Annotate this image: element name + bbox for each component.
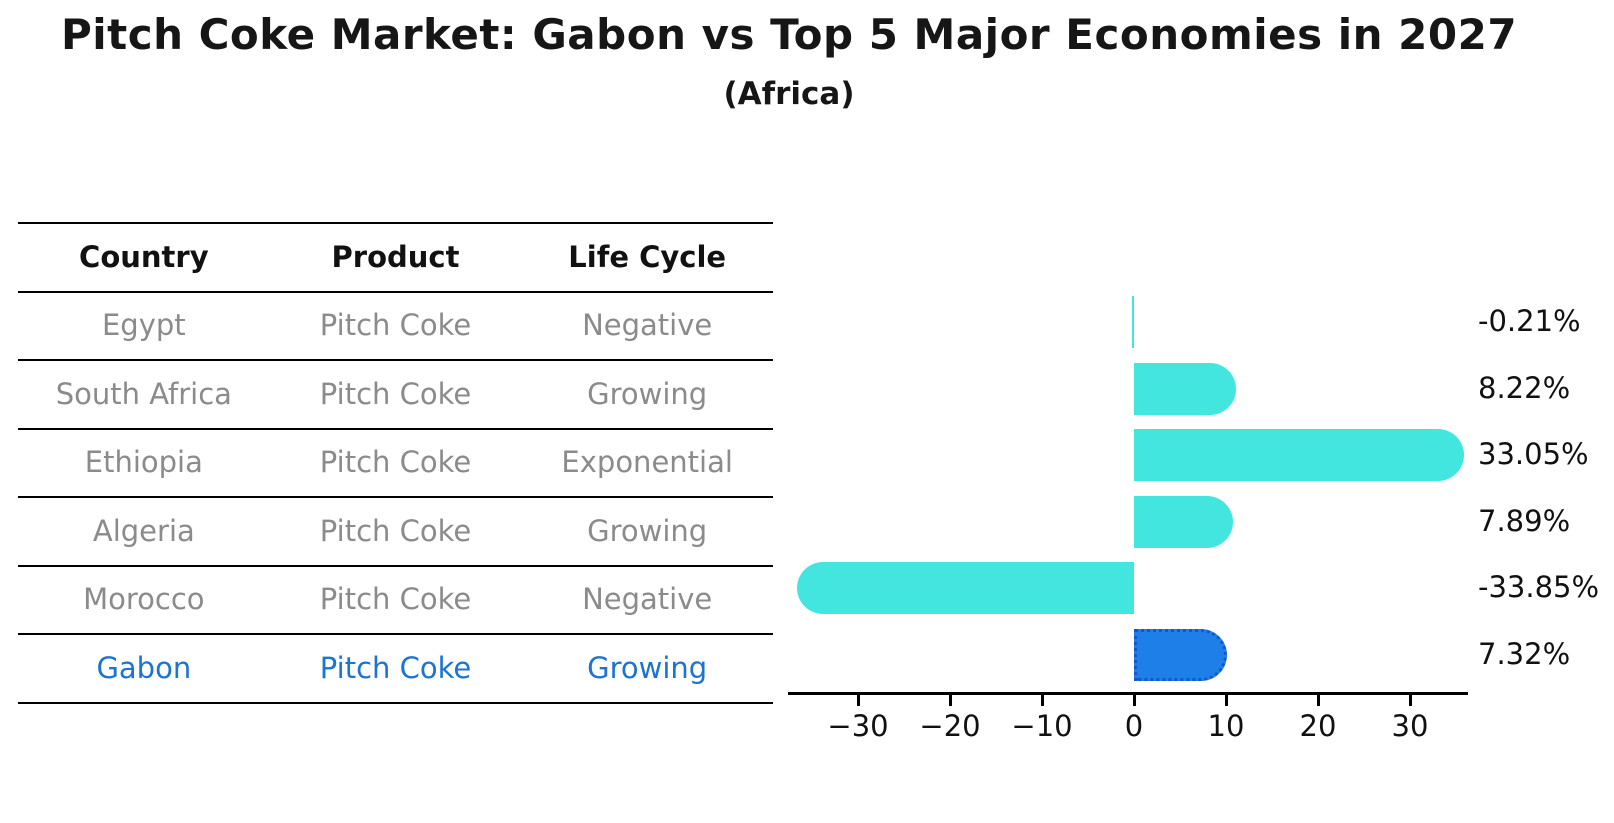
x-axis-tick-label: 20 xyxy=(1299,709,1337,743)
cell-product: Pitch Coke xyxy=(319,445,472,480)
value-label-algeria: 7.89% xyxy=(1478,503,1571,538)
column-header-life-cycle: Life Cycle xyxy=(568,239,727,274)
cell-country: Algeria xyxy=(92,513,195,548)
cell-product: Pitch Coke xyxy=(319,582,472,617)
country-table: Country Product Life Cycle Egypt Pitch C… xyxy=(18,222,773,704)
x-axis-tick-label: 0 xyxy=(1124,709,1144,743)
x-axis-tick xyxy=(948,695,952,706)
table-row-gabon-highlighted: Gabon Pitch Coke Growing xyxy=(18,633,773,702)
x-axis-tick-label: 30 xyxy=(1391,709,1429,743)
x-axis-tick xyxy=(1408,695,1412,706)
x-axis-tick-label: −10 xyxy=(1011,709,1073,743)
cell-life-cycle: Growing xyxy=(587,376,708,411)
bar-south-africa xyxy=(1134,362,1236,415)
column-header-country: Country xyxy=(79,239,209,274)
cell-life-cycle: Growing xyxy=(587,513,708,548)
value-label-egypt: -0.21% xyxy=(1478,304,1581,339)
x-axis-tick xyxy=(1132,695,1136,706)
table-row: Morocco Pitch Coke Negative xyxy=(18,564,773,634)
table-row: Algeria Pitch Coke Growing xyxy=(18,496,773,565)
value-label-south-africa: 8.22% xyxy=(1478,370,1571,405)
chart-title: Pitch Coke Market: Gabon vs Top 5 Major … xyxy=(60,10,1518,59)
cell-product: Pitch Coke xyxy=(319,513,472,548)
table-row: Ethiopia Pitch Coke Exponential xyxy=(18,427,773,497)
x-axis-tick xyxy=(1224,695,1228,706)
value-label-morocco: -33.85% xyxy=(1478,570,1600,605)
cell-product: Pitch Coke xyxy=(319,376,472,411)
bar-ethiopia xyxy=(1134,429,1465,482)
cell-country: Gabon xyxy=(96,650,192,685)
bar-gabon xyxy=(1134,628,1228,681)
cell-product: Pitch Coke xyxy=(319,650,472,685)
cell-country: Morocco xyxy=(83,582,205,617)
x-axis-tick-label: −30 xyxy=(827,709,889,743)
x-axis-tick xyxy=(856,695,860,706)
table-row: Egypt Pitch Coke Negative xyxy=(18,290,773,360)
cell-life-cycle: Negative xyxy=(582,308,713,343)
table-header-row: Country Product Life Cycle xyxy=(18,222,773,291)
cell-country: South Africa xyxy=(55,376,232,411)
cell-life-cycle: Growing xyxy=(587,650,708,685)
value-label-gabon: 7.32% xyxy=(1478,636,1571,671)
x-axis-tick-label: −20 xyxy=(919,709,981,743)
cell-product: Pitch Coke xyxy=(319,308,472,343)
cell-life-cycle: Negative xyxy=(582,582,713,617)
cell-country: Egypt xyxy=(101,308,186,343)
x-axis-tick xyxy=(1316,695,1320,706)
cell-life-cycle: Exponential xyxy=(561,445,733,480)
bar-algeria xyxy=(1134,495,1233,548)
bar-morocco xyxy=(796,562,1134,615)
x-axis-line xyxy=(788,692,1468,695)
x-axis-tick xyxy=(1040,695,1044,706)
column-header-product: Product xyxy=(331,239,460,274)
chart-subtitle: (Africa) xyxy=(723,76,855,112)
x-axis-tick-label: 10 xyxy=(1207,709,1245,743)
value-label-ethiopia: 33.05% xyxy=(1478,437,1589,472)
table-row: South Africa Pitch Coke Growing xyxy=(18,359,773,428)
cell-country: Ethiopia xyxy=(84,445,203,480)
bar-egypt xyxy=(1131,296,1134,349)
